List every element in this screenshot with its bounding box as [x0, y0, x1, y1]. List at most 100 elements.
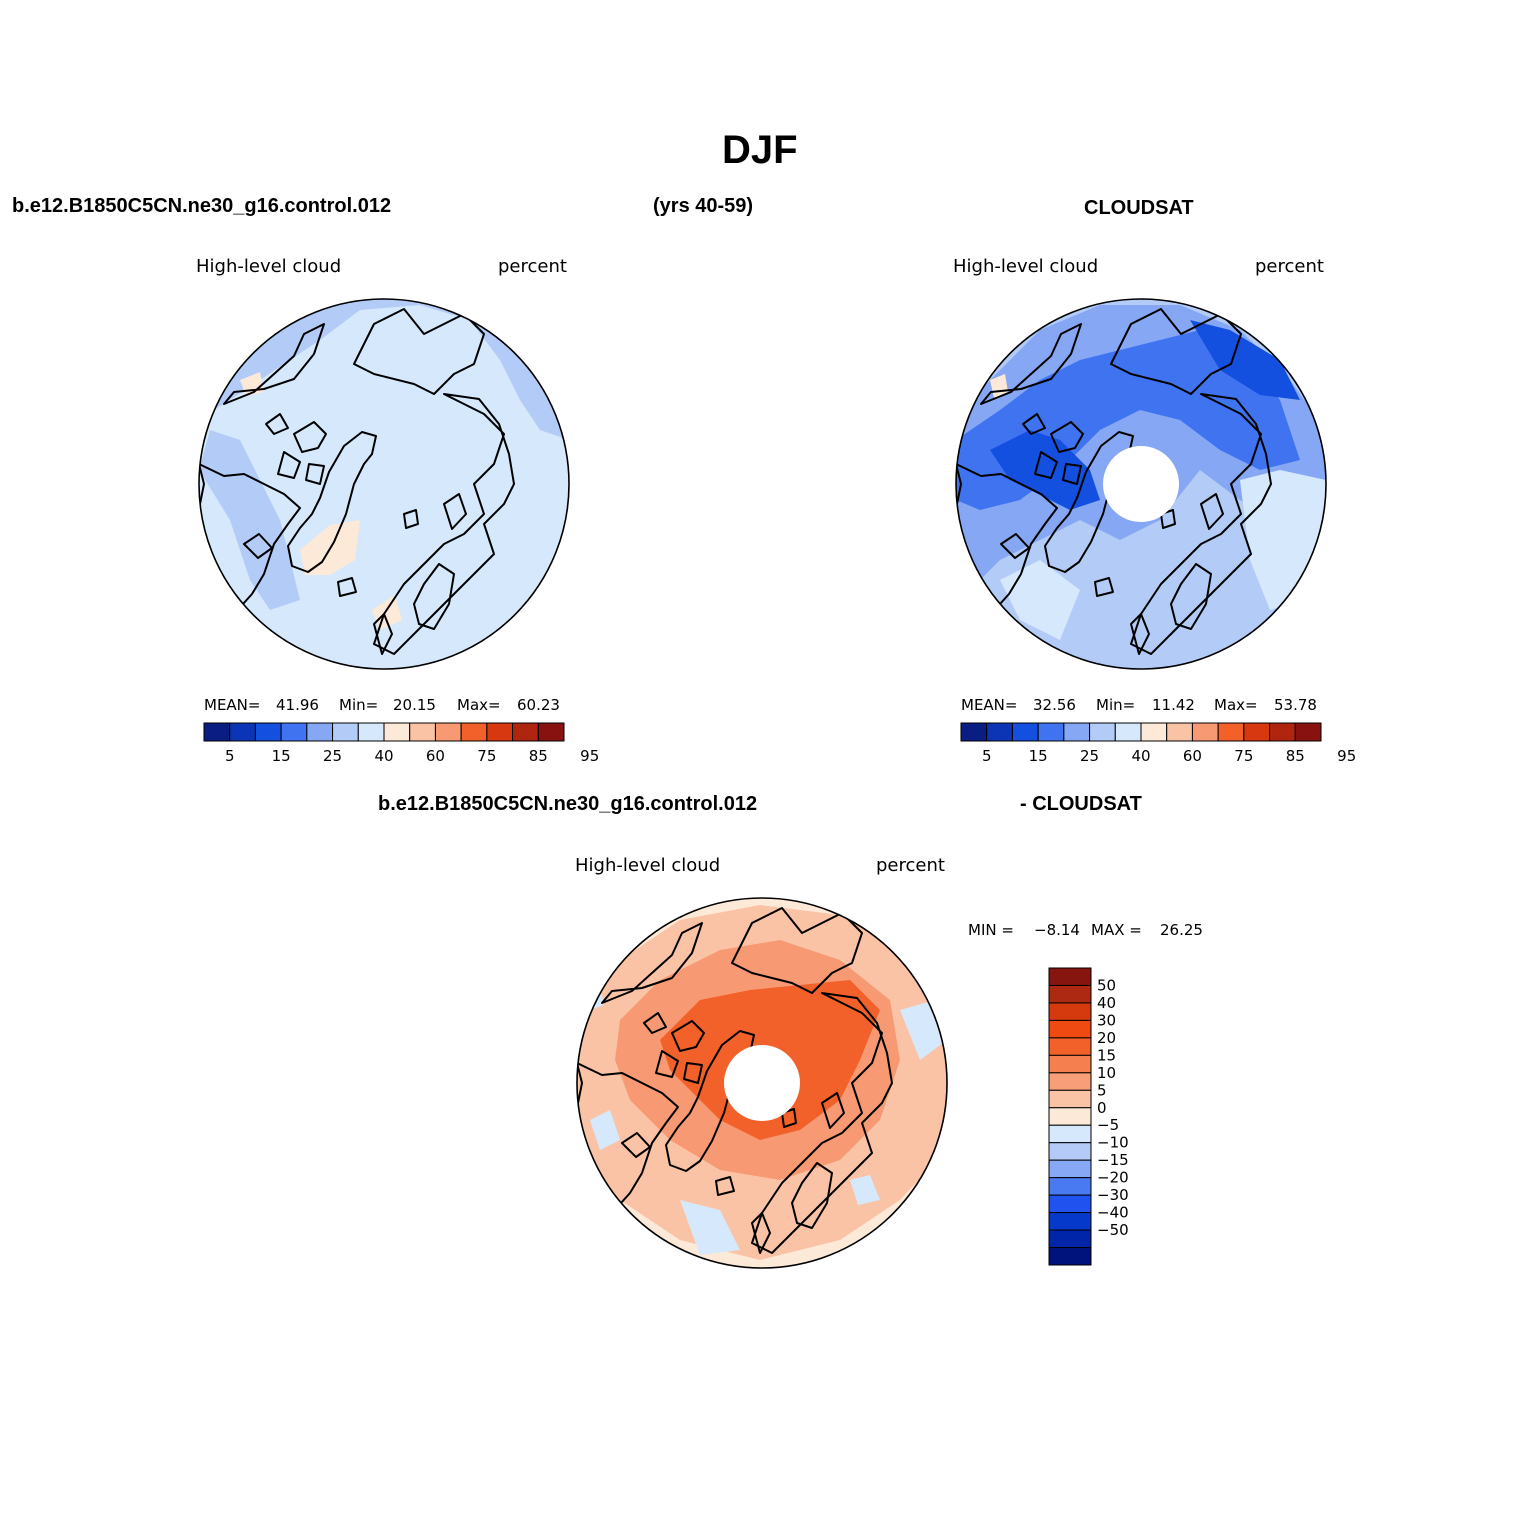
colorbar-model-tick-label: 95 — [580, 747, 599, 765]
colorbar-difference-swatch — [1048, 1089, 1092, 1109]
colorbar-model-tick-label: 15 — [272, 747, 291, 765]
colorbar-cloudsat-tick-label: 85 — [1286, 747, 1305, 765]
panel-diff-variable: High-level cloud — [575, 855, 721, 876]
colorbar-cloudsat-swatch — [1294, 722, 1322, 742]
map-difference-boundary — [576, 897, 948, 1269]
colorbar-model-swatch — [537, 722, 565, 742]
panel-model-mean: 41.96 — [276, 696, 319, 714]
colorbar-model-swatch — [254, 722, 282, 742]
colorbar-difference-swatch — [1048, 1177, 1092, 1196]
colorbar-model: 5 15 25 40 60 75 85 95 — [203, 722, 599, 765]
colorbar-difference-swatch — [1048, 1247, 1092, 1266]
panel-model-mean-label: MEAN= — [204, 696, 261, 714]
colorbar-difference-swatch — [1048, 1124, 1092, 1144]
colorbar-cloudsat-swatch — [1037, 722, 1065, 742]
colorbar-model-swatch — [280, 722, 308, 742]
colorbar-cloudsat-swatch — [960, 722, 988, 742]
colorbar-difference-tick-label: −20 — [1097, 1169, 1129, 1187]
colorbar-difference-tick-label: −30 — [1097, 1186, 1129, 1204]
panel-cloudsat-mean-label: MEAN= — [961, 696, 1018, 714]
colorbar-model-swatch — [383, 722, 411, 742]
colorbar-difference-tick-label: 20 — [1097, 1029, 1116, 1047]
colorbar-difference-swatch — [1048, 1159, 1092, 1179]
panel-cloudsat-variable: High-level cloud — [953, 256, 1099, 277]
panel-cloudsat-min-label: Min= — [1096, 696, 1136, 714]
colorbar-cloudsat: 5 15 25 40 60 75 85 95 — [960, 722, 1356, 765]
map-cloudsat — [956, 299, 1326, 669]
colorbar-model-swatch — [409, 722, 436, 742]
colorbar-difference-tick-label: −5 — [1097, 1116, 1119, 1134]
colorbar-cloudsat-swatch — [1217, 722, 1245, 742]
colorbar-cloudsat-tick-label: 15 — [1029, 747, 1048, 765]
colorbar-difference-swatch — [1048, 967, 1092, 986]
colorbar-model-tick-label: 5 — [225, 747, 235, 765]
colorbar-model-swatch — [357, 722, 385, 742]
figure-title: DJF — [722, 128, 798, 172]
panel-diff-min: −8.14 — [1034, 921, 1080, 939]
colorbar-difference-swatch — [1048, 984, 1092, 1004]
panel-diff-max-label: MAX = — [1091, 921, 1142, 939]
colorbar-cloudsat-tick-label: 95 — [1337, 747, 1356, 765]
colorbar-difference-swatch — [1048, 1002, 1092, 1021]
colorbar-cloudsat-tick-label: 60 — [1183, 747, 1202, 765]
map-model — [199, 299, 569, 669]
colorbar-cloudsat-swatch — [1089, 722, 1116, 742]
colorbar-cloudsat-swatch — [986, 722, 1013, 742]
panel-diff-max: 26.25 — [1160, 921, 1203, 939]
panel-diff-min-label: MIN = — [968, 921, 1014, 939]
colorbar-model-tick-label: 60 — [426, 747, 445, 765]
colorbar-cloudsat-swatch — [1243, 722, 1271, 742]
colorbar-difference-swatch — [1048, 1229, 1092, 1249]
panel-model-max: 60.23 — [517, 696, 560, 714]
colorbar-cloudsat-swatch — [1191, 722, 1219, 742]
diff-case-label: b.e12.B1850C5CN.ne30_g16.control.012 — [378, 793, 758, 815]
panel-model-units: percent — [498, 256, 567, 277]
colorbar-difference-tick-label: 50 — [1097, 976, 1116, 994]
obs-name-label: CLOUDSAT — [1084, 197, 1194, 219]
colorbar-difference-tick-label: 10 — [1097, 1064, 1116, 1082]
colorbar-model-swatch — [460, 722, 488, 742]
map-difference — [577, 898, 947, 1268]
panel-model-min-label: Min= — [339, 696, 379, 714]
panel-diff-units: percent — [876, 855, 945, 876]
panel-cloudsat-max: 53.78 — [1274, 696, 1317, 714]
colorbar-cloudsat-swatch — [1011, 722, 1039, 742]
colorbar-difference-tick-label: −40 — [1097, 1204, 1129, 1222]
colorbar-model-swatch — [434, 722, 462, 742]
colorbar-cloudsat-swatch — [1269, 722, 1296, 742]
panel-cloudsat-units: percent — [1255, 256, 1324, 277]
colorbar-difference-tick-label: 5 — [1097, 1081, 1107, 1099]
colorbar-model-tick-label: 75 — [477, 747, 496, 765]
colorbar-cloudsat-swatch — [1140, 722, 1168, 742]
colorbar-cloudsat-tick-label: 40 — [1131, 747, 1150, 765]
colorbar-cloudsat-swatch — [1114, 722, 1142, 742]
colorbar-model-swatch — [512, 722, 539, 742]
colorbar-model-swatch — [486, 722, 514, 742]
colorbar-model-swatch — [229, 722, 256, 742]
colorbar-difference-swatch — [1048, 1019, 1092, 1039]
colorbar-model-swatch — [203, 722, 231, 742]
colorbar-difference-tick-label: 0 — [1097, 1099, 1107, 1117]
colorbar-difference-swatch — [1048, 1194, 1092, 1214]
panel-model-variable: High-level cloud — [196, 256, 342, 277]
colorbar-difference-tick-label: −10 — [1097, 1134, 1129, 1152]
colorbar-model-swatch — [332, 722, 359, 742]
diff-minus-label: - CLOUDSAT — [1020, 793, 1142, 815]
colorbar-difference-tick-label: −50 — [1097, 1221, 1129, 1239]
colorbar-difference-swatch — [1048, 1142, 1092, 1161]
colorbar-difference-tick-label: 15 — [1097, 1046, 1116, 1064]
colorbar-cloudsat-swatch — [1063, 722, 1091, 742]
map-model-boundary — [198, 298, 570, 670]
panel-cloudsat-mean: 32.56 — [1033, 696, 1076, 714]
colorbar-cloudsat-swatch — [1166, 722, 1193, 742]
colorbar-difference-swatch — [1048, 1054, 1092, 1074]
colorbar-difference-swatch — [1048, 1072, 1092, 1091]
colorbar-difference-swatch — [1048, 1037, 1092, 1056]
colorbar-difference-tick-label: 40 — [1097, 994, 1116, 1012]
colorbar-model-swatch — [306, 722, 334, 742]
panel-cloudsat-min: 11.42 — [1152, 696, 1195, 714]
panel-model-min: 20.15 — [393, 696, 436, 714]
colorbar-difference-swatch — [1048, 1212, 1092, 1231]
